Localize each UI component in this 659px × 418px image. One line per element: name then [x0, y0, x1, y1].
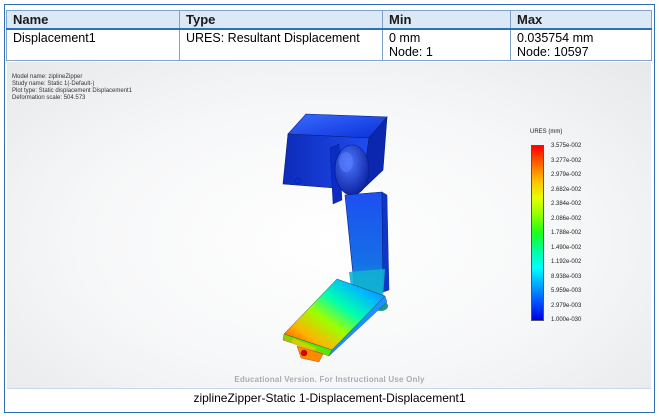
plot-caption: ziplineZipper-Static 1-Displacement-Disp… — [193, 391, 466, 405]
column-header-name: Name — [6, 10, 180, 30]
legend-label: 2.384e-002 — [551, 201, 582, 207]
table-header-row: Name Type Min Max — [6, 10, 652, 30]
cell-min: 0 mm Node: 1 — [382, 28, 511, 61]
max-node: Node: 10597 — [517, 45, 589, 59]
pulley-wheel — [334, 144, 370, 196]
result-type: URES: Resultant Displacement — [186, 31, 360, 45]
min-node: Node: 1 — [389, 45, 433, 59]
model-name: Model name: ziplineZipper — [12, 74, 83, 80]
plot-type: Plot type: Static displacement Displacem… — [12, 88, 133, 94]
results-table: Name Type Min Max Displacement1 URES: Re… — [6, 10, 652, 61]
educational-watermark: Educational Version. For Instructional U… — [234, 375, 425, 384]
study-name: Study name: Static 1(-Default-) — [12, 81, 95, 87]
legend-label: 2.682e-002 — [551, 186, 582, 193]
model-info: Model name: ziplineZipper Study name: St… — [12, 74, 132, 102]
legend-label: 2.086e-002 — [551, 215, 582, 222]
plot-viewport — [7, 62, 651, 388]
result-name: Displacement1 — [13, 31, 96, 45]
cell-name: Displacement1 — [6, 28, 180, 61]
column-header-max: Max — [510, 10, 652, 30]
caption-divider — [7, 388, 651, 389]
column-header-type: Type — [179, 10, 383, 30]
legend-label: 2.979e-002 — [551, 172, 582, 178]
cell-max: 0.035754 mm Node: 10597 — [510, 28, 652, 61]
legend-label: 3.277e-002 — [551, 157, 582, 164]
max-value: 0.035754 mm — [517, 31, 594, 45]
legend-label: 1.000e-030 — [551, 317, 582, 323]
deformation-scale: Deformation scale: 504.573 — [12, 95, 86, 101]
legend-label: 5.959e-003 — [551, 288, 582, 294]
column-header-min: Min — [382, 10, 511, 30]
legend-label: 1.490e-002 — [551, 244, 582, 251]
legend-label: 8.938e-003 — [551, 273, 582, 280]
cell-type: URES: Resultant Displacement — [179, 28, 383, 61]
color-scale-labels: 3.575e-002 3.277e-002 2.979e-002 2.682e-… — [551, 143, 611, 323]
legend-label: 2.979e-003 — [551, 302, 582, 309]
min-value: 0 mm — [389, 31, 421, 45]
color-scale-bar — [531, 145, 544, 321]
legend-label: 1.192e-002 — [551, 259, 582, 265]
legend-label: 3.575e-002 — [551, 143, 582, 149]
legend-label: 1.788e-002 — [551, 230, 582, 236]
trolley-housing — [282, 113, 388, 205]
displacement-model-render — [282, 113, 390, 363]
legend-title: URES (mm) — [530, 129, 563, 135]
table-row: Displacement1 URES: Resultant Displaceme… — [6, 28, 652, 61]
seat-plate — [282, 278, 388, 363]
